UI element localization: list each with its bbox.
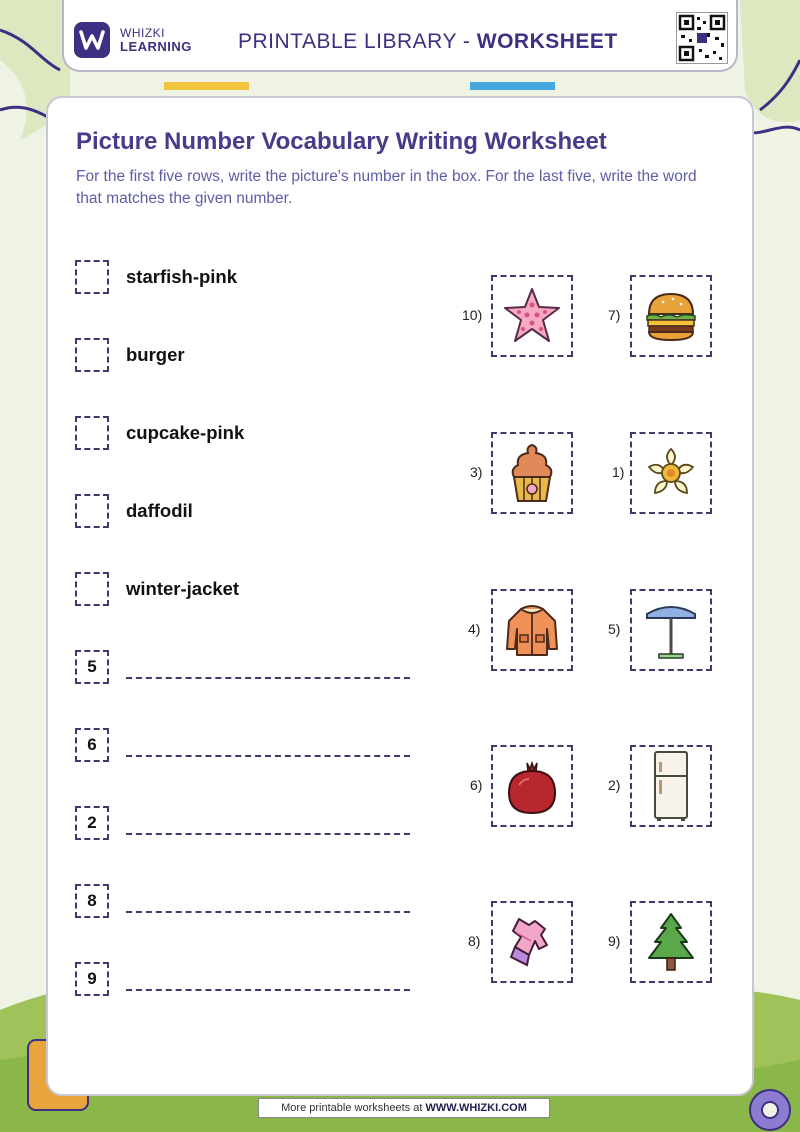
vocab-word-5: winter-jacket (126, 578, 240, 599)
picture-label-1: 10) (462, 307, 483, 323)
write-line-2[interactable] (126, 755, 410, 757)
brand-line2: LEARNING (120, 38, 192, 54)
picture-label-2: 7) (608, 307, 621, 323)
given-number-3: 2 (75, 806, 109, 840)
answer-box-4[interactable] (75, 494, 109, 528)
write-line-3[interactable] (126, 833, 410, 835)
answer-box-5[interactable] (75, 572, 109, 606)
worksheet-title: Picture Number Vocabulary Writing Worksh… (76, 128, 607, 155)
answer-box-1[interactable] (75, 260, 109, 294)
header-title-prefix: PRINTABLE LIBRARY - (238, 30, 477, 53)
picture-card-8 (630, 745, 712, 827)
picture-card-3 (491, 432, 573, 514)
write-line-1[interactable] (126, 677, 410, 679)
picture-label-10: 9) (608, 933, 621, 949)
burger-icon (646, 292, 696, 342)
vocab-word-4: daffodil (126, 500, 193, 521)
vocab-word-2: burger (126, 344, 185, 365)
write-line-4[interactable] (126, 911, 410, 913)
footer-prefix: More printable worksheets at (281, 1102, 426, 1114)
whizki-logo (74, 22, 110, 58)
picture-card-7 (491, 745, 573, 827)
answer-box-2[interactable] (75, 338, 109, 372)
refrigerator-icon (654, 751, 688, 821)
write-line-5[interactable] (126, 989, 410, 991)
dress-icon (509, 918, 548, 967)
umbrella-table-icon (646, 606, 696, 659)
picture-card-5 (491, 589, 573, 671)
pine-tree-icon (648, 913, 694, 971)
picture-label-4: 1) (612, 464, 625, 480)
picture-label-8: 2) (608, 777, 621, 793)
worksheet-instructions: For the first five rows, write the pictu… (76, 168, 697, 207)
given-number-1: 5 (75, 650, 109, 684)
given-number-4: 8 (75, 884, 109, 918)
vocab-word-3: cupcake-pink (126, 422, 245, 443)
picture-label-9: 8) (468, 933, 481, 949)
winter-jacket-icon (506, 605, 558, 656)
brand-name: WHIZKI LEARNING (120, 27, 192, 53)
picture-card-9 (491, 901, 573, 983)
pomegranate-icon (507, 760, 557, 815)
header-bar (62, 0, 738, 72)
daffodil-icon (647, 447, 695, 495)
picture-card-2 (630, 275, 712, 357)
answer-box-3[interactable] (75, 416, 109, 450)
picture-card-6 (630, 589, 712, 671)
picture-label-5: 4) (468, 621, 481, 637)
given-number-2: 6 (75, 728, 109, 762)
header-title-bold: WORKSHEET (476, 30, 618, 53)
picture-card-4 (630, 432, 712, 514)
whizki-w-icon (79, 30, 105, 50)
picture-card-10 (630, 901, 712, 983)
picture-label-6: 5) (608, 621, 621, 637)
starfish-icon (504, 288, 560, 342)
picture-label-7: 6) (470, 777, 483, 793)
header-title: PRINTABLE LIBRARY - WORKSHEET (238, 30, 618, 54)
brand-line1: WHIZKI (120, 26, 165, 40)
picture-label-3: 3) (470, 464, 483, 480)
footer-note: More printable worksheets at WWW.WHIZKI.… (258, 1098, 550, 1118)
cupcake-icon (511, 443, 553, 502)
qr-code-icon (676, 12, 728, 64)
vocab-word-1: starfish-pink (126, 266, 238, 287)
footer-site-link[interactable]: WWW.WHIZKI.COM (425, 1102, 527, 1114)
given-number-5: 9 (75, 962, 109, 996)
picture-card-1 (491, 275, 573, 357)
